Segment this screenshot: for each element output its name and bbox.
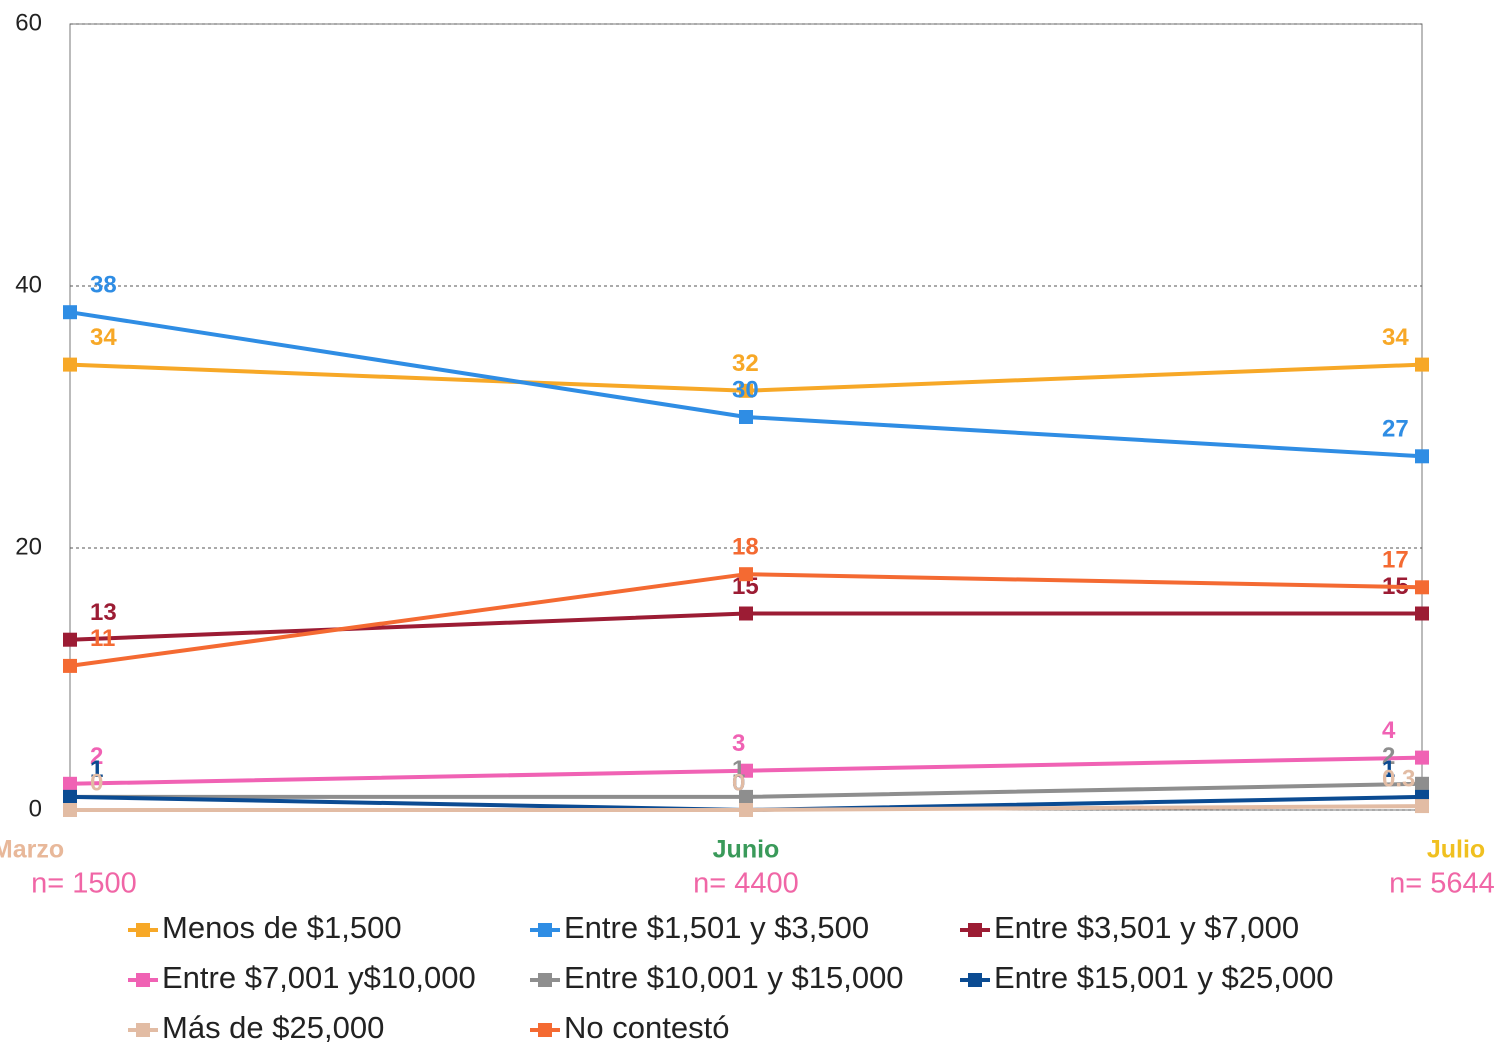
x-tick-label: Marzo [0, 836, 64, 864]
legend-label: Entre $1,501 y $3,500 [564, 910, 869, 945]
legend-label: Entre $7,001 y$10,000 [162, 960, 476, 995]
sample-size: n= 4400 [693, 868, 799, 900]
data-label: 1 [90, 756, 103, 783]
point [739, 567, 753, 582]
y-tick-label: 40 [15, 271, 42, 298]
data-label: 1 [90, 756, 103, 783]
data-label: 17 [1382, 547, 1409, 574]
x-tick-label: Julio [1427, 836, 1485, 864]
data-label: 18 [732, 534, 759, 561]
legend-label: Más de $25,000 [162, 1010, 384, 1045]
legend-marker [136, 1023, 150, 1037]
legend-marker [538, 973, 552, 987]
point [63, 776, 77, 791]
data-label: 34 [90, 324, 117, 351]
data-label: 0.3 [1382, 765, 1415, 792]
legend-marker [968, 973, 982, 987]
y-tick-label: 0 [29, 795, 42, 822]
data-label: 1 [732, 756, 745, 783]
point [739, 803, 753, 817]
legend-marker [538, 1023, 552, 1037]
point [63, 632, 77, 647]
data-label: 13 [90, 599, 117, 626]
point [739, 763, 753, 778]
y-tick-label: 20 [15, 533, 42, 560]
data-label: 1 [1382, 756, 1395, 783]
legend-marker [136, 923, 150, 937]
point [1415, 776, 1429, 791]
sample-size: n= 1500 [31, 868, 137, 900]
point [1415, 449, 1429, 464]
data-label: 4 [1382, 717, 1396, 744]
legend-marker [968, 923, 982, 937]
data-label: 2 [90, 743, 103, 770]
legend-marker [136, 973, 150, 987]
point [63, 305, 77, 320]
legend-label: No contestó [564, 1010, 729, 1045]
data-label: 0 [732, 769, 745, 796]
point [739, 606, 753, 621]
data-label: 34 [1382, 324, 1409, 351]
point [739, 410, 753, 424]
point [63, 789, 77, 804]
data-label: 3 [732, 730, 745, 757]
data-label: 27 [1382, 416, 1409, 443]
point [1415, 799, 1429, 814]
point [63, 803, 77, 817]
point [63, 658, 77, 673]
point [1415, 580, 1429, 595]
data-label: 11 [90, 625, 115, 652]
point [1415, 357, 1429, 372]
point [1415, 750, 1429, 765]
data-label: 0 [90, 769, 103, 796]
x-tick-label: Junio [713, 836, 780, 864]
point [739, 383, 753, 398]
data-label: 32 [732, 350, 759, 377]
sample-size: n= 5644 [1389, 868, 1495, 900]
point [63, 357, 77, 372]
data-label: 38 [90, 272, 117, 299]
data-label: 0 [732, 769, 745, 796]
legend-label: Entre $3,501 y $7,000 [994, 910, 1299, 945]
point [1415, 606, 1429, 621]
legend-label: Entre $15,001 y $25,000 [994, 960, 1334, 995]
legend-marker [538, 923, 552, 937]
data-label: 2 [1382, 743, 1395, 770]
point [739, 789, 753, 804]
legend-label: Entre $10,001 y $15,000 [564, 960, 904, 995]
legend-label: Menos de $1,500 [162, 910, 402, 945]
y-tick-label: 60 [15, 9, 42, 36]
data-label: 30 [732, 376, 759, 403]
